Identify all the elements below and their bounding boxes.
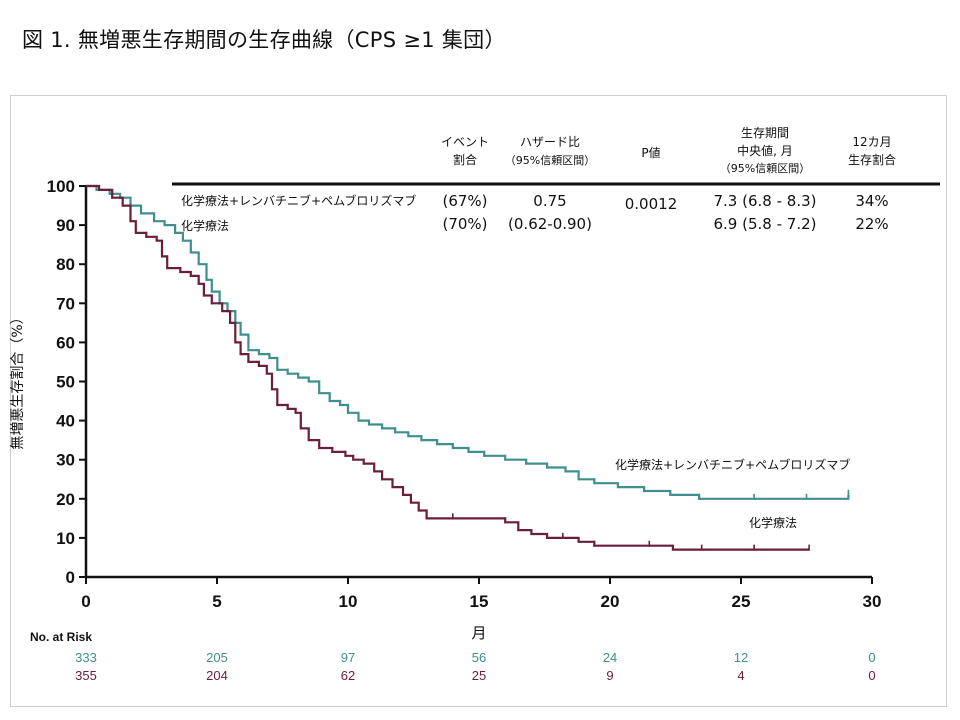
table-header-p: P値 [641, 145, 660, 160]
x-tick-label: 15 [470, 592, 489, 611]
risk-count: 333 [75, 650, 97, 665]
row1-median: 7.3 (6.8 - 8.3) [714, 192, 817, 210]
curve-label-chemo: 化学療法 [749, 515, 797, 530]
table-header-rate-1: 12カ月 [852, 135, 891, 149]
risk-count: 204 [206, 668, 228, 683]
table-header-median-3: （95%信頼区間） [720, 162, 810, 175]
risk-count: 0 [868, 650, 875, 665]
figure-title: 図 1. 無増悪生存期間の生存曲線（CPS ≥1 集団） [22, 28, 506, 52]
y-tick-label: 50 [56, 373, 75, 392]
y-tick-label: 70 [56, 294, 75, 313]
y-axis-label: 無増悪生存割合（%） [9, 310, 26, 449]
risk-count: 97 [341, 650, 355, 665]
row1-label: 化学療法+レンバチニブ+ペムブロリズマブ [181, 193, 416, 208]
y-tick-label: 80 [56, 255, 75, 274]
table-header-events-2: 割合 [453, 152, 477, 167]
y-tick-label: 0 [66, 568, 75, 587]
row2-median: 6.9 (5.8 - 7.2) [714, 215, 817, 233]
risk-count: 25 [472, 668, 486, 683]
curve-chemo [86, 184, 810, 551]
x-tick-label: 0 [81, 592, 90, 611]
x-axis-label: 月 [471, 624, 486, 642]
y-tick-label: 100 [47, 177, 75, 196]
x-ticks: 0 5 10 15 20 25 30 [81, 577, 881, 611]
summary-table: イベント 割合 ハザード比 （95%信頼区間） P値 生存期間 中央値, 月 （… [172, 126, 940, 233]
y-ticks: 0 10 20 30 40 50 60 70 80 90 100 [47, 177, 86, 587]
risk-count: 0 [868, 668, 875, 683]
table-header-rate-2: 生存割合 [848, 152, 896, 167]
x-tick-label: 25 [732, 592, 751, 611]
risk-count: 4 [737, 668, 744, 683]
x-tick-label: 5 [212, 592, 221, 611]
risk-table-title: No. at Risk [30, 630, 92, 644]
row1-rate12: 34% [855, 192, 888, 210]
risk-count: 56 [472, 650, 486, 665]
chart-frame [10, 95, 947, 707]
table-header-median-1: 生存期間 [741, 126, 789, 140]
y-tick-label: 10 [56, 529, 75, 548]
risk-count: 62 [341, 668, 355, 683]
row1-hr: 0.75 [533, 192, 566, 210]
row2-hr: (0.62-0.90) [508, 215, 592, 233]
y-tick-label: 30 [56, 451, 75, 470]
table-header-median-2: 中央値, 月 [737, 143, 793, 158]
row2-rate12: 22% [855, 215, 888, 233]
x-tick-label: 10 [339, 592, 358, 611]
risk-count: 24 [603, 650, 617, 665]
x-tick-label: 20 [601, 592, 620, 611]
risk-count: 355 [75, 668, 97, 683]
table-header-events-1: イベント [441, 135, 489, 149]
x-tick-label: 30 [863, 592, 882, 611]
table-header-hr-2: （95%信頼区間） [505, 154, 595, 167]
y-tick-label: 60 [56, 333, 75, 352]
y-tick-label: 90 [56, 216, 75, 235]
risk-count: 12 [734, 650, 748, 665]
row2-label: 化学療法 [181, 218, 229, 233]
risk-count: 205 [206, 650, 228, 665]
risk-count: 9 [606, 668, 613, 683]
row1-events: (67%) [442, 192, 487, 210]
table-header-hr-1: ハザード比 [520, 135, 580, 149]
y-tick-label: 40 [56, 412, 75, 431]
risk-table: 333 205 97 56 24 12 0 355 204 62 25 9 4 0 [75, 650, 875, 683]
curve-label-combo: 化学療法+レンバチニブ+ペムブロリズマブ [615, 457, 850, 472]
y-tick-label: 20 [56, 490, 75, 509]
survival-curves [86, 184, 850, 551]
row2-events: (70%) [442, 215, 487, 233]
row1-p: 0.0012 [625, 195, 678, 213]
